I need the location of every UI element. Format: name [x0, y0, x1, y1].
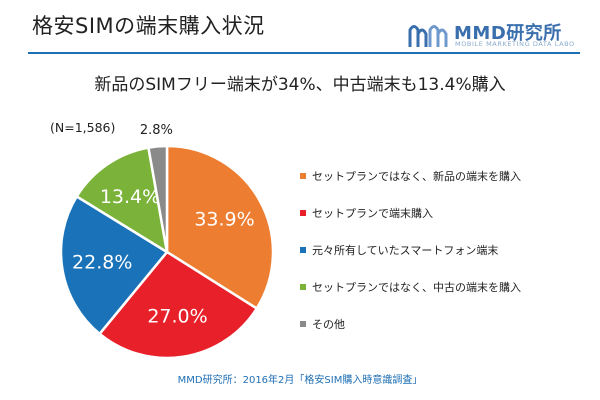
brand-logo: MMD研究所 MOBILE MARKETING DATA LABO: [408, 20, 598, 52]
pie-slice-2: [97, 250, 259, 360]
legend-item-1: セットプランではなく、新品の端末を購入: [300, 170, 521, 196]
logo-name: MMD研究所: [454, 23, 562, 44]
legend-item-2: セットプランで端末購入: [300, 207, 521, 233]
pie-slice-4: [75, 146, 169, 255]
title-divider: [28, 52, 580, 54]
chart-headline: 新品のSIMフリー端末が34%、中古端末も13.4%購入: [94, 75, 506, 95]
page-title: 格安SIMの端末購入状況: [32, 14, 265, 38]
data-label-1: 33.9%: [194, 209, 254, 231]
legend-swatch: [300, 284, 306, 290]
legend-item-4: セットプランではなく、中古の端末を購入: [300, 281, 521, 307]
legend-swatch: [300, 173, 306, 179]
legend-label: 元々所有していたスマートフォン端末: [312, 244, 499, 257]
sample-size-note: (N=1,586): [50, 120, 116, 135]
chart-legend: セットプランではなく、新品の端末を購入 セットプランで端末購入元々所有していたスマ…: [300, 170, 521, 355]
legend-swatch: [300, 321, 306, 327]
legend-item-5: その他: [300, 318, 521, 344]
logo-subtitle: MOBILE MARKETING DATA LABO: [455, 40, 575, 48]
pie-slice-5: [146, 144, 169, 253]
data-label-2: 27.0%: [147, 305, 207, 327]
legend-swatch: [300, 210, 306, 216]
legend-label: セットプランで端末購入: [312, 207, 433, 220]
legend-label: セットプランではなく、新品の端末を購入: [312, 170, 521, 183]
data-label-5: 2.8%: [140, 123, 173, 138]
legend-item-3: 元々所有していたスマートフォン端末: [300, 244, 521, 270]
pie-slice-3: [59, 194, 169, 336]
data-label-3: 22.8%: [72, 251, 132, 273]
mmd-logo-icon: [408, 25, 448, 47]
data-label-4: 13.4%: [100, 186, 160, 208]
legend-label: セットプランではなく、中古の端末を購入: [312, 281, 521, 294]
source-note: MMD研究所：2016年2月「格安SIM購入時意識調査」: [177, 375, 423, 386]
legend-label: その他: [312, 318, 345, 331]
legend-swatch: [300, 247, 306, 253]
